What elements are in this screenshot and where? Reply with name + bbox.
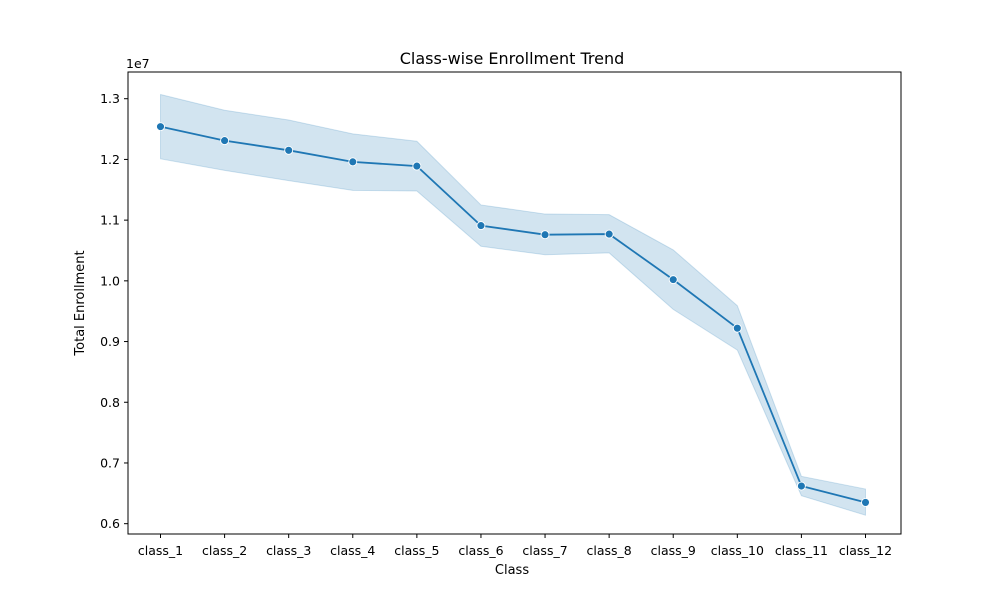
- chart-title: Class-wise Enrollment Trend: [400, 49, 625, 68]
- confidence-band: [160, 93, 866, 516]
- data-point-class_4: [348, 157, 358, 167]
- x-tick-label: class_12: [839, 543, 892, 558]
- data-point-class_7: [540, 230, 550, 240]
- series-markers: [156, 122, 870, 507]
- x-tick-label: class_7: [522, 543, 567, 558]
- series-line: [160, 125, 866, 504]
- x-tick-label: class_10: [711, 543, 764, 558]
- x-tick-label: class_2: [202, 543, 247, 558]
- data-point-class_2: [220, 136, 230, 146]
- x-axis-label: Class: [495, 563, 529, 578]
- y-tick-label: 0.8: [100, 395, 120, 410]
- y-tick-label: 1.0: [100, 273, 120, 288]
- y-axis-offset-label: 1e7: [126, 56, 150, 71]
- x-tick-label: class_1: [138, 543, 183, 558]
- plot-area: [156, 93, 870, 516]
- y-tick-label: 1.2: [100, 152, 120, 167]
- data-point-class_10: [732, 323, 742, 333]
- y-tick-label: 0.6: [100, 516, 120, 531]
- data-point-class_3: [284, 145, 294, 155]
- y-tick-label: 1.1: [100, 213, 120, 228]
- x-tick-label: class_9: [651, 543, 696, 558]
- y-tick-label: 0.9: [100, 334, 120, 349]
- x-tick-label: class_6: [458, 543, 503, 558]
- x-tick-label: class_11: [775, 543, 828, 558]
- data-point-class_11: [796, 481, 806, 491]
- y-tick-label: 1.3: [100, 91, 120, 106]
- plot-frame: [127, 71, 902, 535]
- data-point-class_9: [668, 275, 678, 285]
- data-point-class_1: [156, 122, 165, 132]
- y-tick-label: 0.7: [100, 455, 120, 470]
- data-point-class_5: [412, 161, 422, 171]
- x-tick-label: class_8: [587, 543, 632, 558]
- data-point-class_12: [861, 497, 870, 507]
- data-point-class_8: [604, 229, 614, 239]
- data-point-class_6: [476, 221, 486, 231]
- x-tick-label: class_5: [394, 543, 439, 558]
- x-tick-label: class_4: [330, 543, 375, 558]
- x-axis-ticks: class_1 class_2 class_3 class_4 class_5 class…: [138, 534, 892, 558]
- x-tick-label: class_3: [266, 543, 311, 558]
- y-axis-label: Total Enrollment: [73, 250, 88, 356]
- y-axis-ticks: 0.6 0.7 0.8 0.9 1.0 1.1 1.2 1.3: [100, 91, 128, 531]
